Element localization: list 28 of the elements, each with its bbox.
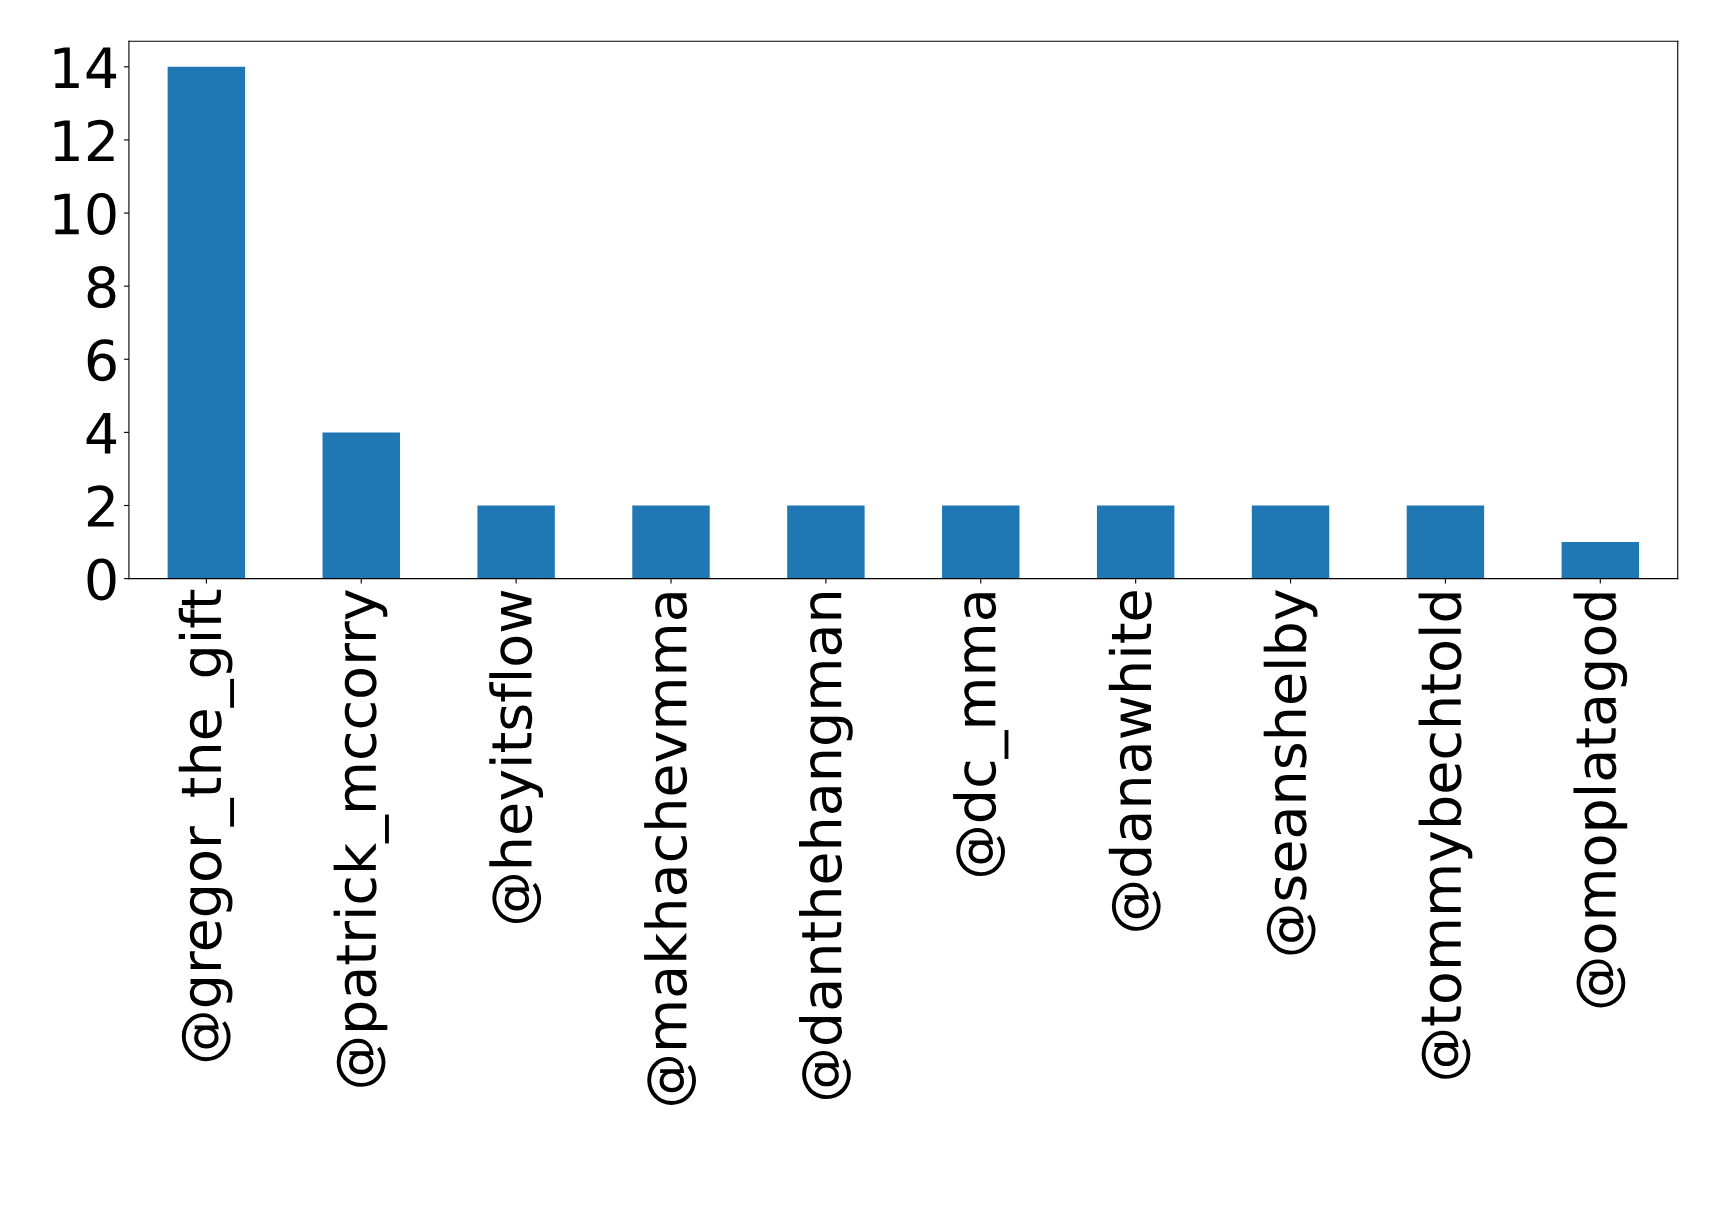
x-tick-label: @omoplatagod <box>1573 593 1628 1008</box>
x-tick-label: @danthehangman <box>799 593 853 1100</box>
bar <box>1096 505 1175 579</box>
y-tick-label: 0 <box>87 558 116 601</box>
x-tick-label: @seanshelby <box>1263 589 1318 955</box>
y-tick-label: 2 <box>87 485 114 527</box>
bar <box>1251 505 1330 579</box>
x-tick-label: @dc_mma <box>953 593 1009 877</box>
bar <box>632 505 710 579</box>
x-tick-label: @gregor_the_gift <box>178 589 235 1062</box>
bar <box>1406 505 1485 579</box>
x-tick-label: @tommybechtold <box>1418 593 1473 1079</box>
bar <box>787 505 865 579</box>
y-tick-label: 14 <box>54 47 117 88</box>
x-tick-label: @makhachevmma <box>644 593 696 1105</box>
x-tick-label: @heyitsflow <box>489 590 544 924</box>
bar <box>477 505 555 579</box>
x-tick-label: @danawhite <box>1108 591 1161 931</box>
bar <box>1561 542 1640 579</box>
bar <box>322 432 400 579</box>
bar <box>167 66 246 579</box>
x-tick-label: @patrick_mccorry <box>333 589 389 1087</box>
y-tick-label: 4 <box>86 412 117 454</box>
y-tick-label: 8 <box>87 266 116 309</box>
bar <box>942 505 1020 579</box>
y-tick-label: 10 <box>54 192 116 235</box>
y-tick-label: 12 <box>54 119 114 162</box>
y-tick-label: 6 <box>87 339 116 382</box>
